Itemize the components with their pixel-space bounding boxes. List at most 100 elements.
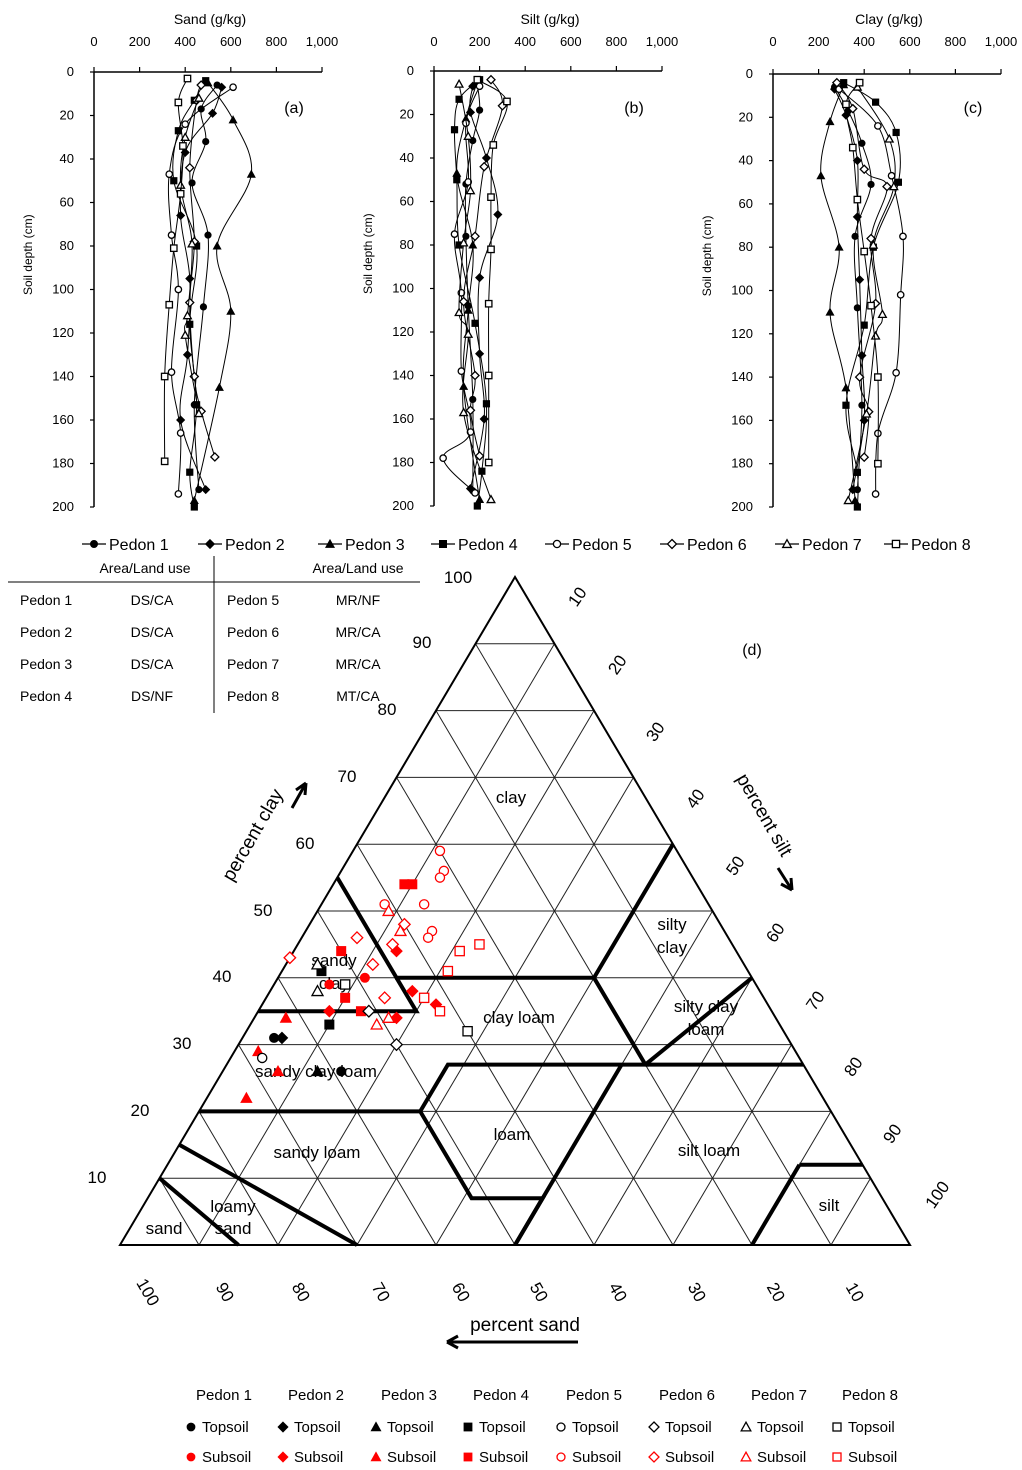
sand-tick-label: 30: [684, 1279, 710, 1305]
series-point-pedon-8: [855, 78, 864, 87]
series-point-pedon-8: [484, 458, 493, 467]
series-point-pedon-8: [165, 300, 174, 309]
series-point-pedon-7: [884, 133, 895, 143]
x-tick-label: 400: [853, 34, 875, 49]
series-point-pedon-2: [855, 275, 865, 285]
key-topsoil-label: Topsoil: [202, 1419, 249, 1436]
ternary-point-pedon-1-subsoil: [359, 972, 370, 983]
region-label-silty-clay: silty: [657, 915, 687, 934]
key-topsoil-marker: [648, 1421, 660, 1433]
series-point-pedon-5: [450, 230, 459, 238]
grid-line-silt: [593, 977, 753, 1246]
ternary-point-pedon-1-subsoil: [324, 979, 335, 990]
series-point-pedon-7: [458, 407, 469, 417]
key-subsoil-marker: [556, 1452, 566, 1462]
series-point-pedon-1: [851, 232, 859, 240]
ternary-point-pedon-7-topsoil: [310, 984, 325, 997]
x-tick-label: 0: [90, 34, 97, 49]
key-topsoil-label: Topsoil: [665, 1419, 712, 1436]
table-land-use: DS/NF: [131, 688, 173, 704]
y-tick-label: 0: [746, 66, 753, 81]
series-point-pedon-5: [475, 82, 484, 91]
series-point-pedon-2: [852, 156, 862, 166]
series-point-pedon-5: [871, 490, 880, 498]
clay-tick-label: 100: [444, 568, 472, 587]
series-point-pedon-8: [853, 195, 862, 204]
region-label-loamy-sand: sand: [215, 1219, 252, 1238]
y-tick-label: 160: [392, 411, 414, 426]
series-line-pedon-8: [477, 79, 508, 463]
y-tick-label: 100: [52, 282, 74, 297]
triangle-grid: [159, 643, 871, 1246]
series-point-pedon-2: [176, 415, 186, 425]
sand-tick-label: 40: [605, 1279, 631, 1305]
x-tick-label: 600: [220, 34, 242, 49]
series-point-pedon-5: [165, 170, 174, 179]
legend-label: Pedon 2: [225, 537, 285, 554]
series-point-pedon-3: [228, 115, 238, 124]
key-subsoil-label: Subsoil: [479, 1449, 528, 1466]
table-land-use: MT/CA: [336, 688, 380, 704]
sand-tick-label: 90: [212, 1279, 238, 1305]
ternary-point-pedon-6-subsoil: [283, 951, 297, 965]
series-point-pedon-7: [193, 92, 204, 102]
key-topsoil-label: Topsoil: [572, 1419, 619, 1436]
y-tick-label: 100: [731, 283, 753, 298]
silt-tick-label: 50: [722, 853, 748, 879]
ternary-point-pedon-3-subsoil: [279, 1011, 293, 1023]
key-pedon-label: Pedon 2: [288, 1387, 344, 1404]
series-point-pedon-3: [463, 305, 473, 314]
x-tick-label: 200: [808, 34, 830, 49]
ternary-point-pedon-4-topsoil: [324, 1019, 335, 1030]
panel-letter: (b): [624, 100, 644, 117]
y-tick-label: 20: [739, 109, 753, 124]
clay-tick-label: 90: [413, 633, 432, 652]
series-point-pedon-5: [439, 454, 447, 462]
series-point-pedon-1: [867, 180, 875, 189]
series-point-pedon-6: [184, 162, 195, 173]
key-pedon-label: Pedon 5: [566, 1387, 622, 1404]
series-point-pedon-1: [202, 138, 210, 146]
silt-tick-label: 60: [762, 920, 788, 946]
key-subsoil-label: Subsoil: [848, 1449, 897, 1466]
series-point-pedon-3: [825, 116, 835, 126]
ternary-point-pedon-3-topsoil: [311, 1064, 324, 1077]
y-tick-label: 160: [731, 412, 753, 427]
key-subsoil-label: Subsoil: [202, 1449, 251, 1466]
clay-tick-label: 80: [378, 700, 397, 719]
sand-tick-label: 70: [368, 1279, 394, 1305]
series-point-pedon-2: [841, 110, 851, 120]
ternary-point-pedon-4-subsoil: [340, 992, 351, 1003]
table-header: Area/Land use: [99, 560, 190, 576]
series-point-pedon-8: [176, 189, 185, 198]
sand-axis-arrow: [446, 1334, 578, 1350]
clay-tick-label: 10: [88, 1168, 107, 1187]
ternary-point-pedon-8-subsoil: [474, 939, 485, 950]
series-point-pedon-4: [894, 178, 903, 186]
ternary-point-pedon-6-subsoil: [385, 937, 400, 952]
series-point-pedon-8: [860, 247, 869, 256]
y-axis-label: Soil depth (cm): [361, 213, 375, 294]
series-point-pedon-5: [181, 120, 190, 129]
series-point-pedon-5: [229, 83, 237, 92]
ternary-point-pedon-3-subsoil: [240, 1091, 253, 1103]
panel-title: Clay (g/kg): [855, 11, 923, 27]
table-pedon: Pedon 8: [227, 688, 279, 704]
series-point-pedon-7: [175, 179, 186, 189]
y-tick-label: 60: [60, 195, 74, 210]
series-point-pedon-3: [816, 171, 826, 180]
series-point-pedon-4: [892, 128, 900, 137]
ternary-point-pedon-2-subsoil: [405, 984, 419, 998]
key-subsoil-marker: [277, 1451, 289, 1463]
legend-label: Pedon 4: [458, 537, 518, 554]
y-tick-label: 40: [60, 151, 74, 166]
key-pedon-label: Pedon 4: [473, 1387, 529, 1404]
series-point-pedon-5: [176, 429, 185, 437]
class-boundary: [158, 1176, 240, 1247]
ternary-point-pedon-6-subsoil: [350, 931, 364, 945]
y-tick-label: 120: [392, 324, 414, 339]
series-point-pedon-8: [174, 98, 183, 107]
key-subsoil-marker: [463, 1452, 473, 1462]
grid-line-sand: [238, 1044, 358, 1246]
table-land-use: MR/NF: [336, 592, 380, 608]
